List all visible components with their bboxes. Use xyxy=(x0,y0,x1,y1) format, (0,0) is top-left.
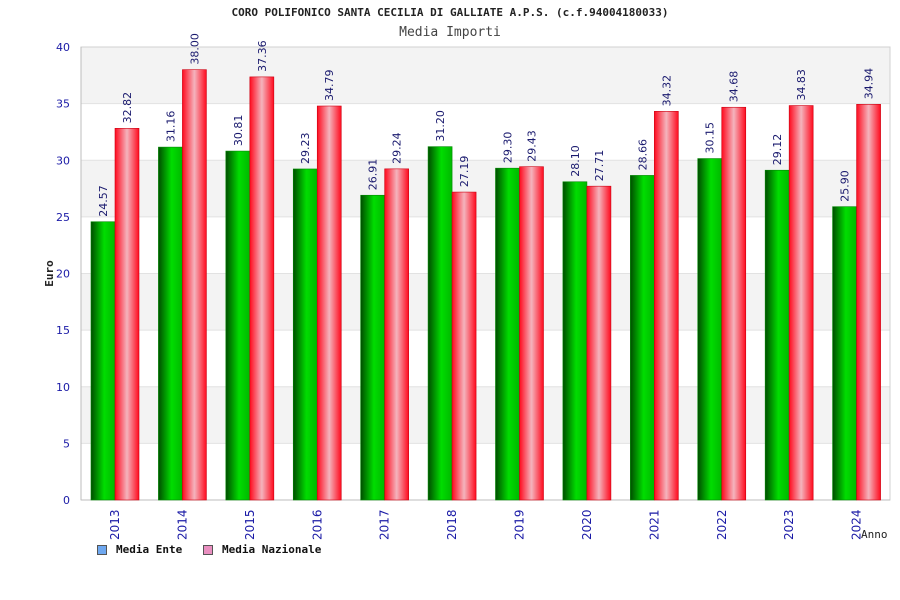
bar-media-nazionale xyxy=(384,168,409,501)
data-label-media-ente: 25.90 xyxy=(839,170,852,202)
data-label-media-ente: 31.20 xyxy=(434,110,447,142)
grid-band xyxy=(81,216,890,274)
legend-label-media-nazionale: Media Nazionale xyxy=(222,543,322,556)
y-tick-label: 30 xyxy=(56,154,70,167)
bar-media-ente xyxy=(495,167,520,501)
grid-band xyxy=(81,386,890,444)
data-label-media-nazionale: 29.43 xyxy=(526,130,539,162)
data-label-media-nazionale: 37.36 xyxy=(256,40,269,72)
bar-media-nazionale xyxy=(114,128,140,501)
y-tick-label: 5 xyxy=(63,437,70,450)
data-label-media-ente: 29.30 xyxy=(502,132,515,164)
bar-media-ente xyxy=(292,168,318,501)
data-label-media-nazionale: 27.19 xyxy=(458,156,471,188)
bar-media-ente xyxy=(764,169,790,501)
data-label-media-nazionale: 34.79 xyxy=(323,70,336,102)
bar-media-nazionale xyxy=(654,111,679,501)
grid-band xyxy=(81,160,890,217)
bar-media-nazionale xyxy=(586,185,612,501)
legend-item-media-nazionale: Media Nazionale xyxy=(203,543,321,556)
x-tick-label: 2013 xyxy=(108,509,122,540)
x-tick-label: 2018 xyxy=(445,509,459,540)
data-label-media-nazionale: 34.68 xyxy=(728,71,741,103)
x-tick-label: 2017 xyxy=(378,509,392,540)
data-label-media-nazionale: 29.24 xyxy=(391,132,404,164)
y-tick-label: 15 xyxy=(56,324,70,337)
chart-subtitle: Media Importi xyxy=(399,25,501,40)
data-label-media-ente: 28.66 xyxy=(636,139,649,171)
bar-media-nazionale xyxy=(856,104,881,501)
legend-item-media-ente: Media Ente xyxy=(97,543,182,556)
bar-media-ente xyxy=(90,221,116,501)
data-label-media-ente: 30.15 xyxy=(704,122,717,154)
y-axis-label: Euro xyxy=(43,260,56,287)
grid-band xyxy=(81,273,890,331)
data-label-media-nazionale: 34.32 xyxy=(660,75,673,107)
data-label-media-ente: 28.10 xyxy=(569,145,582,177)
bar-media-nazionale xyxy=(316,105,342,501)
y-tick-label: 20 xyxy=(56,268,70,281)
data-label-media-nazionale: 32.82 xyxy=(121,92,134,124)
bar-media-nazionale xyxy=(182,69,207,501)
bar-media-ente xyxy=(158,146,183,501)
grid-band xyxy=(81,330,890,387)
data-label-media-ente: 24.57 xyxy=(97,185,110,217)
bar-media-nazionale xyxy=(788,105,814,501)
x-tick-label: 2014 xyxy=(175,509,189,540)
bar-media-ente xyxy=(360,194,385,501)
data-label-media-ente: 26.91 xyxy=(367,159,380,191)
bar-media-nazionale xyxy=(249,76,275,501)
y-tick-label: 0 xyxy=(63,494,70,507)
legend-label-media-ente: Media Ente xyxy=(116,543,183,556)
x-tick-label: 2016 xyxy=(310,509,324,540)
grid-band xyxy=(81,47,890,104)
plot-background xyxy=(81,47,890,500)
data-label-media-nazionale: 34.83 xyxy=(795,69,808,101)
y-tick-label: 25 xyxy=(56,211,70,224)
x-tick-label: 2019 xyxy=(513,509,527,540)
chart-title: CORO POLIFONICO SANTA CECILIA DI GALLIAT… xyxy=(231,6,669,19)
data-label-media-ente: 31.16 xyxy=(164,111,177,143)
legend-swatch-media-nazionale xyxy=(203,544,213,555)
bar-media-ente xyxy=(225,150,251,501)
bar-media-nazionale xyxy=(721,106,747,501)
y-tick-label: 10 xyxy=(56,381,70,394)
x-tick-label: 2020 xyxy=(580,509,594,540)
x-tick-label: 2022 xyxy=(715,509,729,540)
legend-swatch-media-ente xyxy=(97,544,107,555)
data-label-media-nazionale: 38.00 xyxy=(188,33,201,65)
data-label-media-ente: 30.81 xyxy=(232,115,245,146)
bar-media-nazionale xyxy=(519,166,544,501)
y-tick-label: 35 xyxy=(56,98,70,111)
data-label-media-ente: 29.23 xyxy=(299,132,312,164)
grid-band xyxy=(81,443,890,500)
x-tick-label: 2021 xyxy=(647,509,661,540)
data-label-media-nazionale: 34.94 xyxy=(863,68,876,100)
grid-band xyxy=(81,103,890,161)
x-tick-label: 2024 xyxy=(850,509,864,540)
x-tick-label: 2023 xyxy=(782,509,796,540)
bar-media-ente xyxy=(630,175,655,501)
bar-media-ente xyxy=(697,158,723,501)
bar-media-ente xyxy=(562,181,588,501)
x-tick-label: 2015 xyxy=(243,509,257,540)
bar-media-ente xyxy=(427,146,453,501)
bar-media-nazionale xyxy=(451,191,477,501)
y-tick-label: 40 xyxy=(56,41,70,54)
data-label-media-ente: 29.12 xyxy=(771,134,784,166)
bar-media-ente xyxy=(832,206,857,501)
x-axis-label: Anno xyxy=(861,528,888,541)
data-label-media-nazionale: 27.71 xyxy=(593,150,606,182)
